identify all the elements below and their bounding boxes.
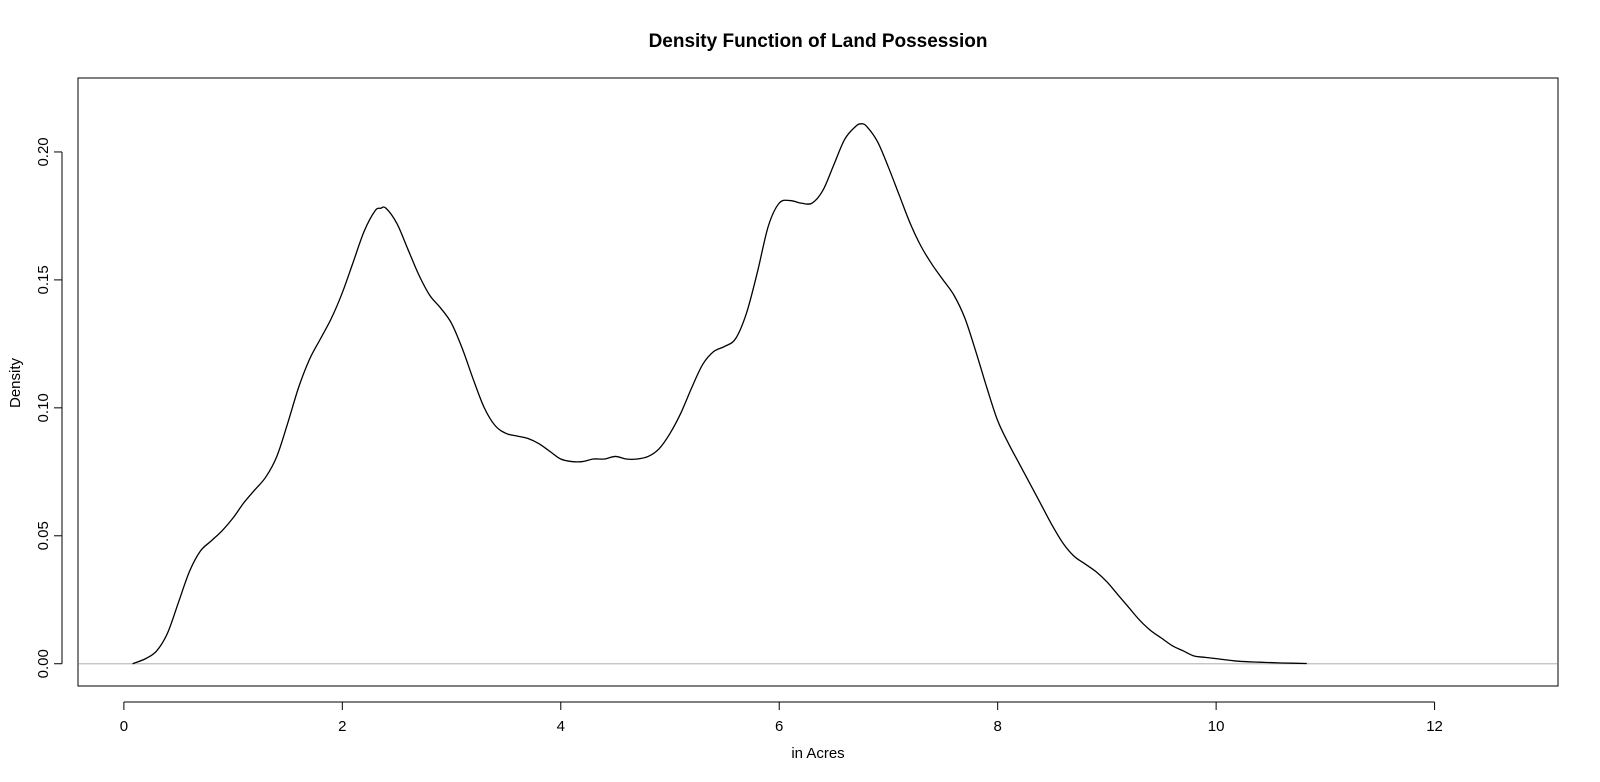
x-tick-label: 12	[1426, 718, 1443, 735]
y-tick-label: 0.05	[35, 521, 52, 550]
x-tick-label: 6	[775, 718, 783, 735]
y-tick-label: 0.20	[35, 137, 52, 166]
plot-frame	[77, 77, 1559, 687]
y-axis: 0.00 0.05 0.10 0.15 0.20	[35, 137, 63, 678]
y-tick-label: 0.10	[35, 393, 52, 422]
x-axis-label: in Acres	[791, 745, 844, 762]
x-tick-label: 0	[120, 718, 128, 735]
x-axis: 0 2 4 6 8 10 12	[120, 701, 1443, 735]
x-tick-label: 10	[1208, 718, 1225, 735]
chart-title: Density Function of Land Possession	[649, 31, 988, 52]
y-tick-label: 0.00	[35, 649, 52, 678]
x-tick-label: 4	[557, 718, 565, 735]
y-axis-label: Density	[7, 357, 24, 408]
y-tick-label: 0.15	[35, 265, 52, 294]
density-curve	[132, 123, 1307, 665]
x-tick-label: 8	[994, 718, 1002, 735]
x-tick-label: 2	[338, 718, 346, 735]
